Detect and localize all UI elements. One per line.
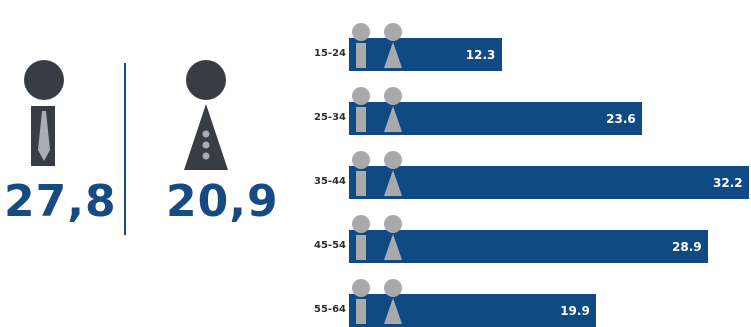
woman-head-small: [384, 23, 402, 41]
man-tie: [38, 111, 50, 161]
bar: [349, 166, 749, 199]
bar-value-label: 23.6: [606, 112, 636, 126]
female-value: 20,9: [166, 176, 279, 227]
age-group-figures-icon: [352, 87, 402, 132]
woman-body-small: [384, 234, 402, 260]
woman-head-small: [384, 87, 402, 105]
bar-category-label: 55-64: [314, 304, 346, 315]
bar-category-label: 35-44: [314, 176, 346, 187]
summary-divider: [124, 63, 126, 235]
man-body-small: [356, 171, 366, 196]
woman-body-small: [384, 298, 402, 324]
age-group-figures-icon: [352, 279, 402, 324]
bar-category-label: 45-54: [314, 240, 346, 251]
woman-head: [186, 60, 226, 100]
bar: [349, 230, 708, 263]
bar-value-label: 19.9: [560, 304, 590, 318]
bar-value-label: 12.3: [465, 48, 496, 62]
man-head-small: [352, 151, 370, 169]
man-head: [24, 60, 64, 100]
woman-buttons-icon: [184, 60, 228, 170]
bar-category-label: 25-34: [314, 112, 346, 123]
man-body-small: [356, 43, 366, 68]
man-body-small: [356, 235, 366, 260]
woman-body-small: [384, 106, 402, 132]
man-body-small: [356, 107, 366, 132]
woman-button-1: [202, 130, 210, 138]
woman-head-small: [384, 215, 402, 233]
age-group-figures-icon: [352, 151, 402, 196]
woman-head-small: [384, 151, 402, 169]
bar-value-label: 28.9: [672, 240, 702, 254]
bar-category-label: 15-24: [314, 48, 346, 59]
woman-body-small: [384, 42, 402, 68]
man-body-small: [356, 299, 366, 324]
man-tie-icon: [24, 60, 64, 166]
male-value: 27,8: [4, 176, 117, 227]
man-head-small: [352, 87, 370, 105]
woman-button-3: [202, 152, 210, 160]
age-group-figures-icon: [352, 23, 402, 68]
man-head-small: [352, 215, 370, 233]
bar-value-label: 32.2: [713, 176, 743, 190]
man-head-small: [352, 23, 370, 41]
bar: [349, 38, 502, 71]
man-head-small: [352, 279, 370, 297]
woman-head-small: [384, 279, 402, 297]
woman-button-2: [202, 141, 210, 149]
age-group-figures-icon: [352, 215, 402, 260]
woman-body-small: [384, 170, 402, 196]
